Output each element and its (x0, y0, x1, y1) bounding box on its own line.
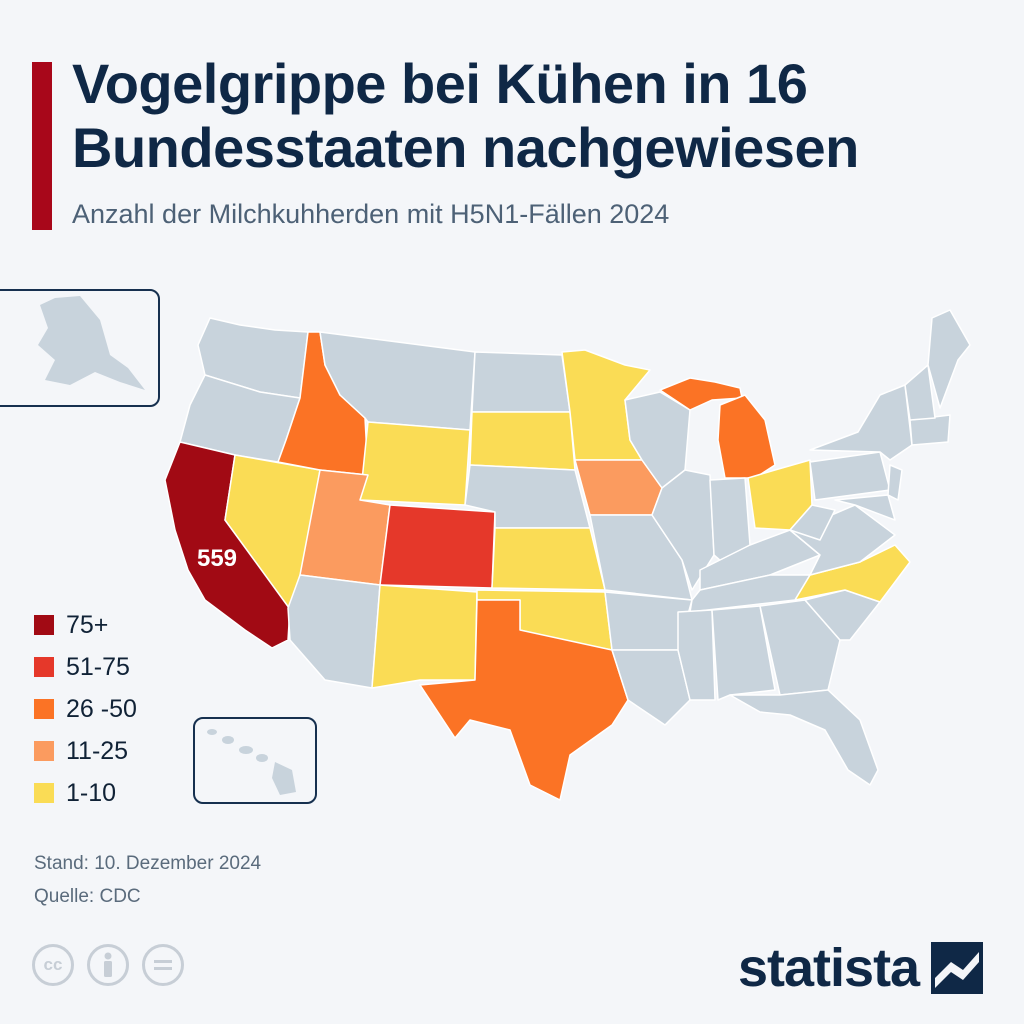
state-louisiana (611, 649, 691, 726)
page-subtitle: Anzahl der Milchkuhherden mit H5N1-Fälle… (72, 199, 670, 229)
nd-icon[interactable] (142, 944, 184, 986)
state-arizona (287, 574, 381, 689)
legend-label: 26 -50 (66, 694, 137, 723)
state-new-mexico (371, 584, 478, 689)
legend-item: 11-25 (34, 730, 137, 772)
statista-logo[interactable]: statista (738, 938, 984, 998)
legend-swatch (34, 657, 54, 677)
state-kansas (491, 527, 606, 591)
source-name: Quelle: CDC (34, 886, 141, 907)
state-michigan (717, 394, 776, 479)
legend-swatch (34, 615, 54, 635)
legend-label: 11-25 (66, 736, 129, 765)
statista-logo-icon (931, 942, 984, 994)
logo-text: statista (738, 938, 920, 998)
legend-item: 1-10 (34, 772, 137, 814)
legend-swatch (34, 699, 54, 719)
legend-label: 1-10 (66, 778, 117, 807)
cc-icon[interactable]: cc (32, 944, 74, 986)
hawaii-inset-frame (193, 717, 317, 804)
state-missouri (589, 514, 693, 601)
state-vermont-new-hampshire (904, 364, 936, 421)
source-date: Stand: 10. Dezember 2024 (34, 853, 262, 874)
state-maryland-delaware (834, 494, 896, 521)
state-north-dakota (471, 351, 571, 413)
state-wyoming (359, 421, 471, 506)
legend-item: 75+ (34, 604, 137, 646)
state-michigan-upper (659, 377, 743, 411)
legend-item: 26 -50 (34, 688, 137, 730)
state-alabama (711, 605, 776, 701)
by-icon[interactable] (87, 944, 129, 986)
legend: 75+ 51-75 26 -50 11-25 1-10 (34, 604, 137, 814)
state-new-england-south (909, 414, 951, 446)
state-maine (927, 309, 971, 409)
state-south-dakota (469, 411, 576, 471)
page-title: Vogelgrippe bei Kühen in 16 Bundesstaate… (72, 52, 859, 179)
state-west-virginia (789, 504, 836, 541)
state-north-carolina (794, 544, 911, 603)
state-new-york (809, 384, 913, 461)
state-hawaii (207, 729, 296, 795)
legend-item: 51-75 (34, 646, 137, 688)
alaska-inset-frame (0, 289, 160, 407)
state-florida (729, 689, 879, 786)
state-alaska (38, 296, 145, 390)
legend-label: 51-75 (66, 652, 130, 681)
state-georgia (759, 599, 841, 696)
state-mississippi (677, 609, 716, 701)
accent-bar (32, 62, 52, 230)
state-new-jersey (887, 464, 903, 501)
legend-label: 75+ (66, 610, 109, 639)
california-value-label: 559 (197, 545, 237, 572)
license-icons: cc (32, 944, 184, 986)
legend-swatch (34, 783, 54, 803)
legend-swatch (34, 741, 54, 761)
state-texas (419, 599, 629, 801)
state-colorado (379, 504, 496, 589)
state-pennsylvania (809, 451, 891, 501)
